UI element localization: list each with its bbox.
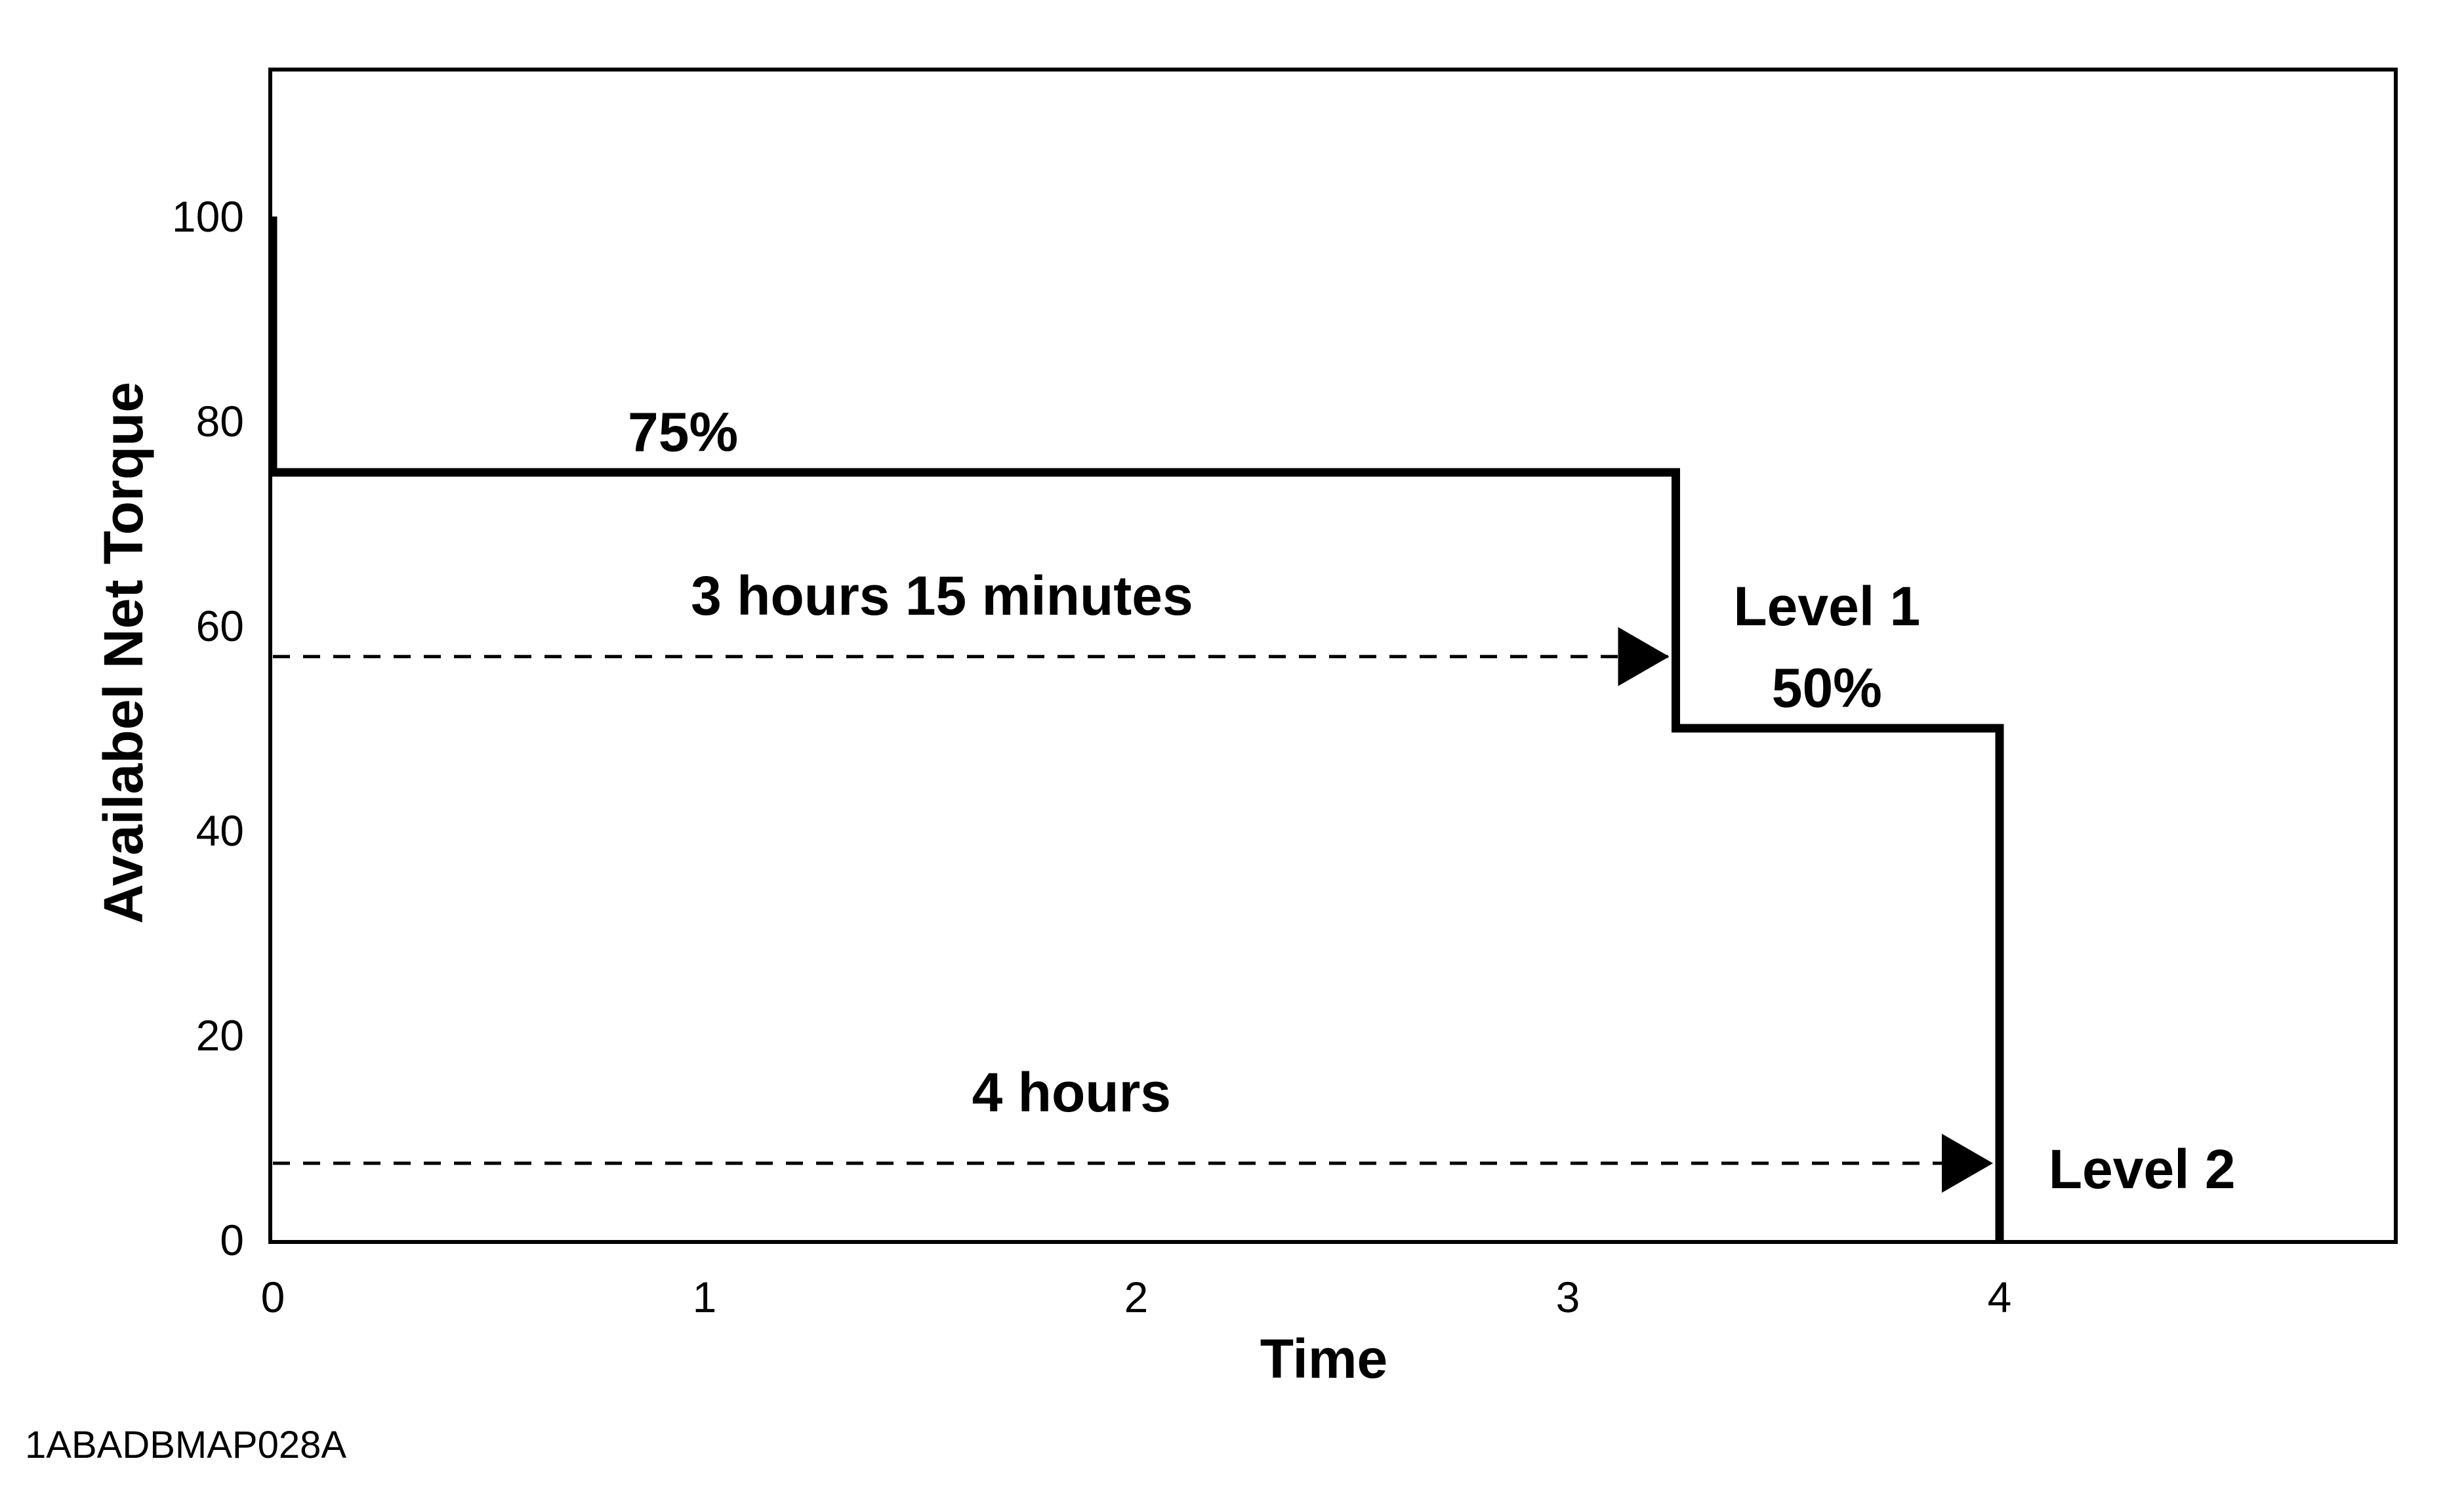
duration-arrows: [273, 627, 1993, 1193]
annotation-label: 4 hours: [972, 1062, 1171, 1123]
y-tick-label: 20: [196, 1011, 244, 1060]
x-tick-label: 0: [261, 1273, 285, 1321]
y-tick-label: 80: [196, 397, 244, 445]
y-tick-label: 40: [196, 806, 244, 855]
x-tick-label: 3: [1556, 1273, 1580, 1321]
x-tick-label: 2: [1124, 1273, 1149, 1321]
y-axis-title: Availabel Net Torque: [92, 382, 154, 924]
footer-code: 1ABADBMAP028A: [25, 1424, 346, 1466]
y-tick-labels: 0 20 40 60 80 100: [172, 192, 244, 1264]
annotation-label: Level 2: [2049, 1138, 2236, 1200]
annotation-label: 50%: [1772, 657, 1882, 719]
torque-step-line: [268, 217, 2004, 1240]
data-series: [268, 217, 2004, 1240]
annotation-label: 75%: [628, 402, 738, 463]
plot-frame: [268, 68, 2398, 1244]
chart-annotations: 75% 3 hours 15 minutes Level 1 50% 4 hours Le…: [628, 402, 2236, 1200]
x-tick-label: 1: [693, 1273, 717, 1321]
y-tick-label: 60: [196, 602, 244, 650]
x-tick-labels: 0 1 2 3 4: [261, 1273, 2012, 1321]
annotation-label: 3 hours 15 minutes: [691, 565, 1193, 627]
x-tick-label: 4: [1988, 1273, 2012, 1321]
annotation-label: Level 1: [1733, 575, 1920, 637]
y-tick-label: 100: [172, 192, 244, 241]
y-tick-label: 0: [220, 1216, 244, 1264]
x-axis-title: Time: [1260, 1328, 1388, 1390]
